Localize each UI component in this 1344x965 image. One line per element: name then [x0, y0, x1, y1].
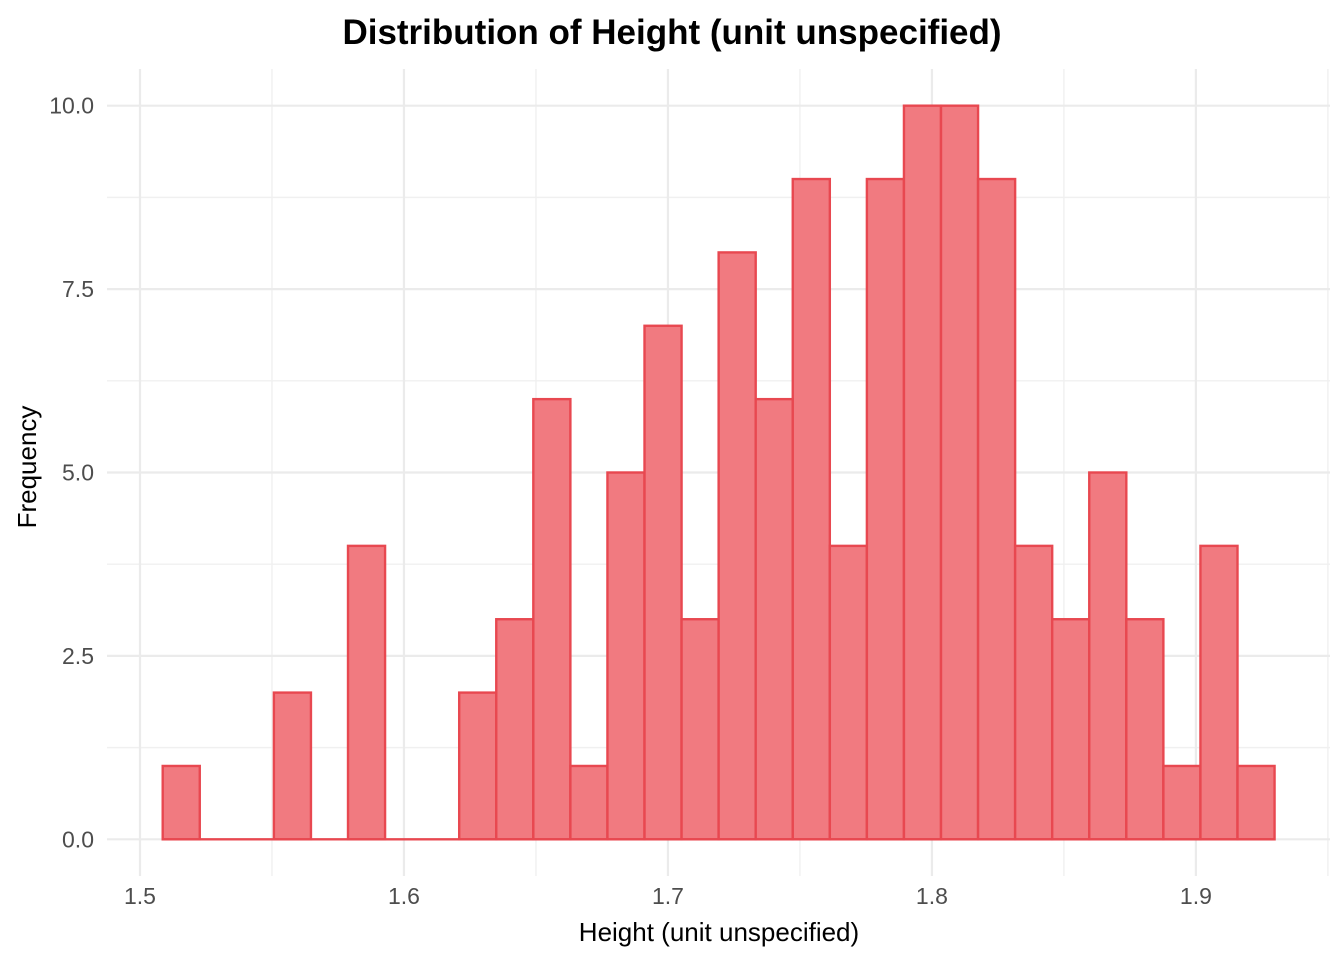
chart-title: Distribution of Height (unit unspecified… — [342, 13, 1001, 52]
y-axis-title: Frequency — [12, 406, 42, 529]
x-tick-label: 1.6 — [388, 883, 420, 909]
histogram-bar — [865, 177, 906, 841]
histogram-bar — [569, 764, 609, 841]
histogram-bar — [1050, 618, 1091, 841]
histogram-bar — [643, 324, 683, 841]
histogram-bar — [161, 764, 201, 841]
x-tick-label: 1.5 — [124, 883, 156, 909]
histogram-bar — [346, 544, 387, 841]
histogram-bar — [828, 544, 869, 841]
bars-layer — [161, 104, 1276, 841]
histogram-bar — [976, 177, 1017, 841]
histogram-bar — [680, 618, 720, 841]
histogram-bar — [532, 397, 572, 841]
histogram-bar — [1013, 544, 1054, 841]
histogram-bar — [1125, 618, 1165, 841]
y-tick-label: 2.5 — [62, 643, 94, 669]
histogram-bar — [495, 618, 535, 841]
histogram-bar — [606, 471, 646, 841]
y-tick-label: 7.5 — [62, 276, 94, 302]
histogram-bar — [1162, 764, 1202, 841]
histogram-bar — [791, 177, 832, 841]
x-tick-label: 1.9 — [1180, 883, 1212, 909]
histogram-bar — [1236, 764, 1276, 841]
histogram-bar — [902, 104, 943, 841]
histogram-bar — [457, 691, 498, 841]
y-tick-label: 5.0 — [62, 460, 94, 486]
histogram-bar — [939, 104, 980, 841]
y-tick-label: 10.0 — [49, 93, 94, 119]
x-axis-title: Height (unit unspecified) — [579, 917, 859, 947]
histogram-bar — [717, 251, 757, 841]
histogram-bar — [1199, 544, 1239, 841]
x-tick-label: 1.8 — [916, 883, 948, 909]
histogram-bar — [1088, 471, 1128, 841]
x-tick-label: 1.7 — [652, 883, 684, 909]
y-tick-label: 0.0 — [62, 826, 94, 852]
histogram-bar — [272, 691, 313, 841]
histogram-bar — [754, 397, 794, 841]
axis-labels-layer: 0.0 2.5 5.0 7.5 10.0 1.5 1.6 1.7 1.8 1.9 — [49, 93, 1212, 909]
